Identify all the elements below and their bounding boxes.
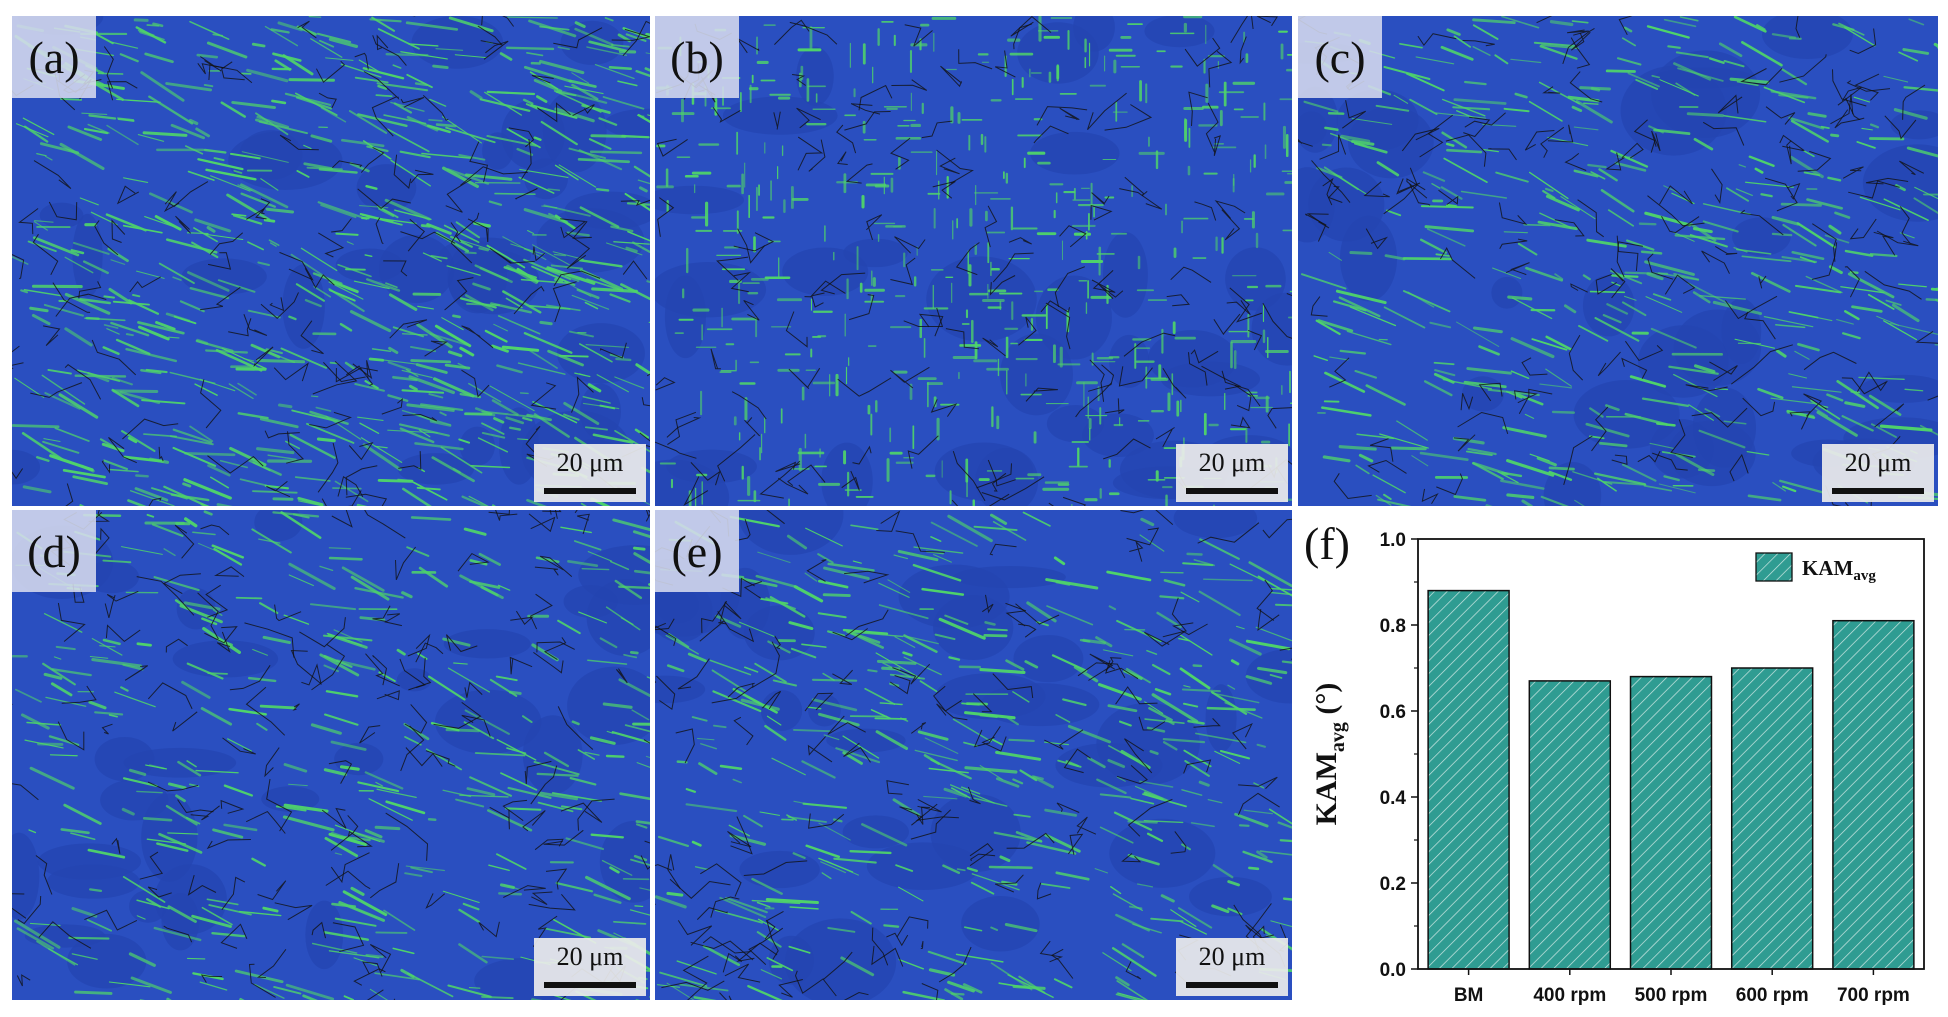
panel-label-c: (c) [1298,16,1382,98]
bar-0 [1428,591,1509,969]
scale-bar-c: 20 μm [1822,444,1934,502]
x-tick-label-4: 700 rpm [1837,985,1910,1006]
scale-bar-line-c [1832,488,1924,494]
x-tick-label-0: BM [1454,985,1484,1006]
kam-map-d: (d) 20 μm [12,510,650,1000]
kam-bar-chart-svg: BM 400 rpm 500 rpm 600 rpm 700 rpm 0.0 0.2 0.4 0… [1296,513,1948,1012]
scale-bar-line-a [544,488,636,494]
kam-map-e-image [655,510,1292,1000]
scale-bar-text-e: 20 μm [1176,942,1288,972]
scale-bar-d: 20 μm [534,938,646,996]
legend-label: KAMavg [1802,556,1876,584]
panel-label-e: (e) [655,510,739,592]
panel-label-f: (f) [1304,518,1350,569]
kam-map-c-image [1298,16,1938,506]
bar-1 [1529,681,1610,969]
scale-bar-text-b: 20 μm [1176,448,1288,478]
scale-bar-e: 20 μm [1176,938,1288,996]
scale-bar-text-d: 20 μm [534,942,646,972]
kam-map-b-image [655,16,1292,506]
y-axis-label: KAMavg (°) [1310,683,1349,826]
x-tick-label-1: 400 rpm [1533,985,1606,1006]
kam-map-a-image [12,16,650,506]
scale-bar-text-a: 20 μm [534,448,646,478]
y-tick-label-1: 0.2 [1380,874,1406,895]
y-axis-label-subscript: avg [1327,722,1349,752]
kam-bar-chart: BM 400 rpm 500 rpm 600 rpm 700 rpm 0.0 0.2 0.4 0… [1296,513,1948,1012]
kam-map-d-image [12,510,650,1000]
scale-bar-line-b [1186,488,1278,494]
legend-label-subscript: avg [1853,568,1876,584]
scale-bar-line-e [1186,982,1278,988]
panel-label-d: (d) [12,510,96,592]
y-tick-label-2: 0.4 [1380,788,1407,809]
scale-bar-b: 20 μm [1176,444,1288,502]
legend-swatch [1756,553,1792,581]
x-tick-label-2: 500 rpm [1635,985,1708,1006]
scale-bar-a: 20 μm [534,444,646,502]
scale-bar-text-c: 20 μm [1822,448,1934,478]
y-tick-label-0: 0.0 [1380,960,1406,981]
y-tick-label-5: 1.0 [1380,530,1406,551]
y-tick-label-3: 0.6 [1380,702,1406,723]
scale-bar-line-d [544,982,636,988]
bar-4 [1833,621,1914,969]
kam-map-e: (e) 20 μm [655,510,1292,1000]
kam-map-b: (b) 20 μm [655,16,1292,506]
x-tick-label-3: 600 rpm [1736,985,1809,1006]
panel-label-b: (b) [655,16,739,98]
kam-map-c: (c) 20 μm [1298,16,1938,506]
y-axis-label-unit: (°) [1310,683,1343,722]
bar-2 [1631,677,1712,969]
bar-3 [1732,668,1813,969]
panel-label-a: (a) [12,16,96,98]
kam-map-a: (a) 20 μm [12,16,650,506]
y-tick-label-4: 0.8 [1380,616,1406,637]
